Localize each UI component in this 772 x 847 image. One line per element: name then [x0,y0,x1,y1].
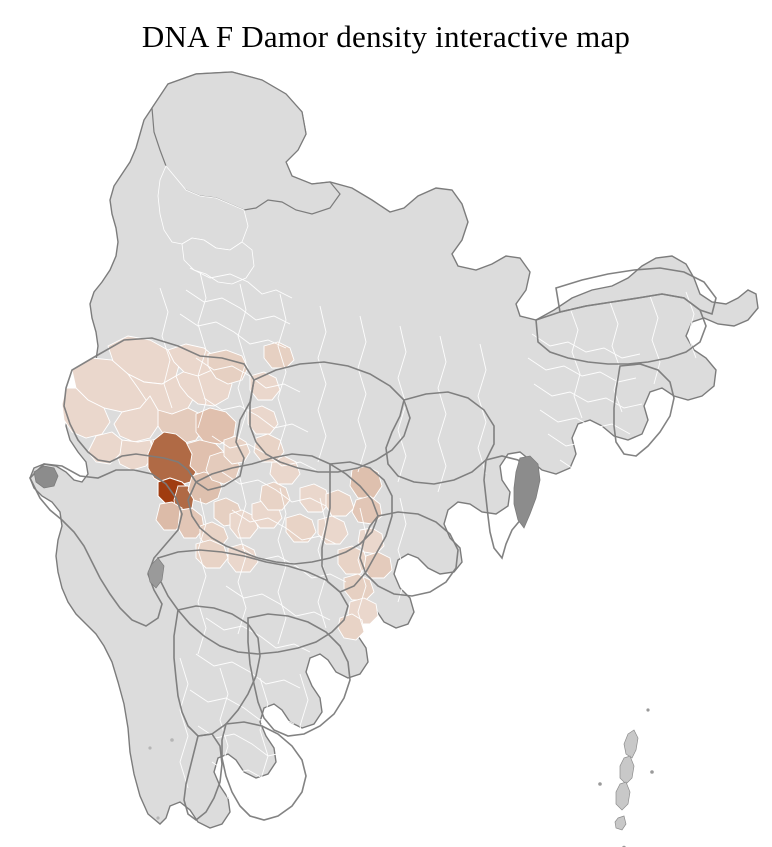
island-andaman-south[interactable] [615,781,631,811]
state-border-manipur-mizoram [613,363,675,457]
state-border-maharashtra [157,549,349,655]
district-shaded-mp-north-outlier[interactable] [263,341,295,369]
shaded-districts-rajasthan[interactable] [61,335,249,517]
island-lakshadweep-c[interactable] [156,816,160,820]
state-border-rajasthan [63,337,255,491]
page-title: DNA F Damor density interactive map [141,19,631,54]
region-jammu-kashmir-ladakh[interactable] [151,71,341,285]
island-dot-east[interactable] [650,770,654,774]
state-border-tamilnadu [221,721,307,821]
district-shaded-rj-pali[interactable] [113,395,159,443]
district-unmapped-sundarbans[interactable] [513,455,541,529]
state-border-uttar-pradesh [249,361,411,473]
district-shaded-mp-bhopal[interactable] [259,481,291,511]
district-shaded-mp-katni[interactable] [325,489,355,517]
state-border-telangana-andhra [247,613,351,737]
islands[interactable] [148,708,654,847]
district-shaded-mp-khargone[interactable] [195,539,229,569]
island-dot-north[interactable] [646,708,650,712]
island-lakshadweep-b[interactable] [170,738,174,742]
map-canvas[interactable] [0,58,772,847]
state-border-bihar-jharkhand [385,391,495,485]
island-little-andaman[interactable] [614,815,627,831]
district-shaded-mp-damoh[interactable] [285,513,317,543]
island-andaman-middle[interactable] [619,755,635,785]
district-shaded-rj-jaisalmer[interactable] [61,387,111,439]
state-border-madhya-pradesh [187,453,379,565]
state-border-chhattisgarh [321,461,393,593]
district-shaded-cg-bastar[interactable] [343,573,375,601]
district-jammu-group[interactable] [181,237,255,285]
state-border-arunachal [555,267,717,316]
island-lakshadweep-a[interactable] [148,746,152,750]
unmapped-dark-districts[interactable] [33,455,541,589]
district-shaded-rj-bhilwara[interactable] [195,407,237,445]
india-choropleth-svg[interactable] [0,58,772,847]
state-border-odisha [359,511,459,597]
state-border-karnataka [173,605,261,737]
state-border-kerala [183,733,223,822]
district-unmapped-kutch-tip[interactable] [33,465,59,489]
district-shaded-mp-sagar[interactable] [299,483,331,513]
shaded-districts-madhya-pradesh[interactable] [155,341,383,573]
district-unmapped-konkan-strip[interactable] [147,557,165,589]
island-dot-west[interactable] [598,782,602,786]
island-andaman-north[interactable] [623,729,639,759]
district-shaded-mp-khandwa[interactable] [227,543,259,573]
